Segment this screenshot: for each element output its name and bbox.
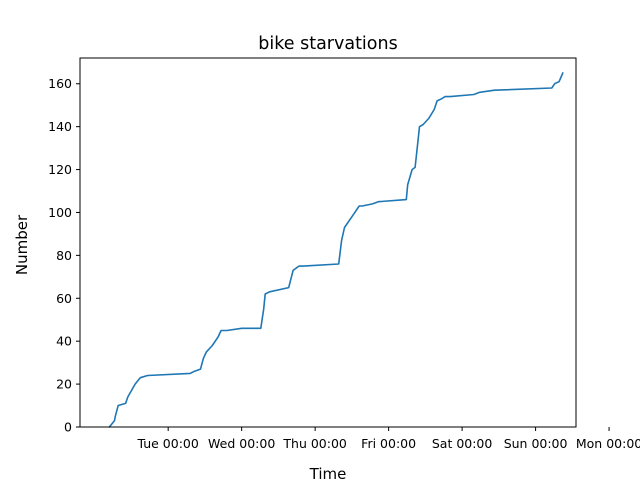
- y-tick-label: 0: [64, 420, 72, 435]
- y-tick-label: 40: [56, 334, 72, 349]
- plot-frame: [79, 57, 577, 428]
- y-tick-label: 160: [48, 76, 72, 91]
- x-tick-label: Tue 00:00: [136, 436, 198, 451]
- x-tick-label: Thu 00:00: [282, 436, 347, 451]
- x-tick-label: Wed 00:00: [208, 436, 275, 451]
- y-tick-label: 140: [48, 119, 72, 134]
- y-tick-label: 20: [56, 377, 72, 392]
- x-tick-label: Sun 00:00: [504, 436, 568, 451]
- x-tick-label: Mon 00:00: [576, 436, 640, 451]
- x-tick-label: Sat 00:00: [432, 436, 493, 451]
- plot-area: 0 20 40 60 80 100 120 140 160 Tue 00:00 Wed 00:00 T…: [48, 57, 640, 451]
- y-axis-label: Number: [13, 214, 31, 275]
- x-tick-label: Fri 00:00: [361, 436, 416, 451]
- x-axis-label: Time: [309, 465, 347, 480]
- y-tick-label: 100: [48, 205, 72, 220]
- chart-title: bike starvations: [258, 34, 397, 54]
- y-tick-label: 60: [56, 291, 72, 306]
- y-tick-label: 120: [48, 162, 72, 177]
- y-tick-label: 80: [56, 248, 72, 263]
- series-line-0: [108, 72, 564, 428]
